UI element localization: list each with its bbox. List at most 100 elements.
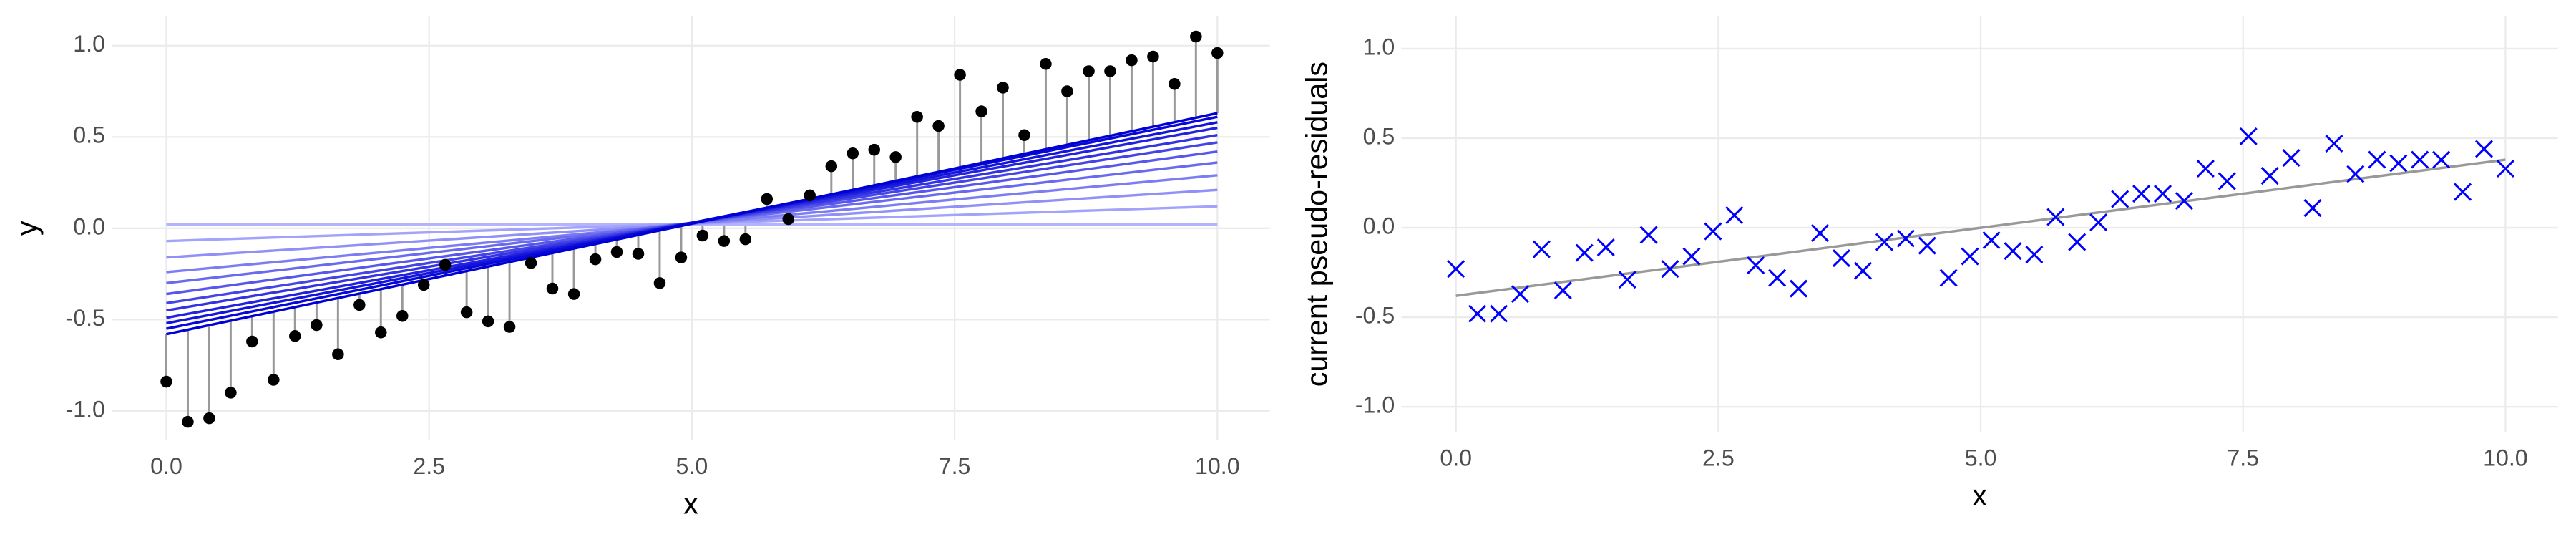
- point: [268, 374, 280, 386]
- x-tick-label: 0.0: [1440, 445, 1472, 471]
- point: [1126, 54, 1138, 67]
- point-marker: [1747, 256, 1765, 275]
- marker-stroke: [1918, 236, 1936, 255]
- marker-stroke: [1661, 260, 1679, 279]
- marker-stroke: [2282, 149, 2301, 168]
- point-marker: [2196, 160, 2215, 178]
- marker-stroke: [2411, 150, 2429, 169]
- point: [289, 330, 301, 342]
- marker-stroke: [1896, 229, 1915, 248]
- point: [739, 233, 752, 246]
- point-marker: [1682, 247, 1701, 266]
- point-marker: [1896, 229, 1915, 248]
- point-marker: [2260, 167, 2279, 185]
- marker-stroke: [1853, 261, 1873, 280]
- point: [889, 151, 902, 163]
- marker-stroke: [2368, 150, 2386, 169]
- point: [804, 189, 816, 202]
- point-marker: [1790, 279, 1808, 298]
- point: [567, 288, 580, 300]
- point-marker: [2474, 140, 2494, 158]
- point: [182, 415, 194, 428]
- point: [203, 412, 215, 425]
- marker-stroke: [2153, 185, 2172, 203]
- point: [460, 306, 473, 319]
- point: [417, 279, 430, 291]
- point-marker: [1725, 206, 1744, 225]
- point-marker: [2025, 246, 2044, 264]
- point: [1061, 85, 1073, 97]
- marker-stroke: [1511, 285, 1529, 304]
- point-marker: [2496, 160, 2514, 178]
- x-tick-label: 7.5: [2227, 445, 2259, 471]
- point-marker: [2432, 150, 2451, 169]
- point-marker: [2218, 172, 2236, 190]
- marker-stroke: [1489, 304, 1508, 323]
- point: [311, 319, 323, 332]
- point-marker: [2068, 233, 2087, 251]
- point-marker: [2004, 242, 2022, 261]
- y-axis-title: current pseudo-residuals: [1301, 62, 1334, 387]
- point: [718, 235, 731, 247]
- point-marker: [1768, 268, 1787, 287]
- marker-stroke: [2218, 172, 2236, 190]
- point: [503, 321, 516, 333]
- y-tick-label: -1.0: [66, 396, 105, 422]
- point: [353, 299, 366, 311]
- marker-stroke: [1790, 279, 1808, 298]
- marker-stroke: [1468, 304, 1487, 323]
- marker-stroke: [2132, 185, 2151, 203]
- marker-stroke: [2474, 140, 2494, 158]
- point: [160, 375, 172, 388]
- marker-stroke: [1704, 222, 1722, 241]
- x-tick-label: 5.0: [676, 453, 708, 479]
- point-marker: [2046, 208, 2065, 226]
- panel: -1.0 -0.5 0.0 0.5 1.0 0.0 2.5 5.0 7.5 10.0 x curren…: [1301, 16, 2558, 512]
- fit-line: [166, 112, 1218, 336]
- point-marker: [1832, 249, 1850, 268]
- x-axis-title: x: [683, 487, 698, 520]
- y-tick-label: 0.0: [1363, 213, 1395, 239]
- marker-stroke: [1982, 231, 2001, 250]
- point: [1018, 129, 1030, 141]
- point-marker: [2111, 190, 2129, 208]
- point-marker: [1596, 238, 1615, 257]
- marker-stroke: [2025, 246, 2044, 264]
- point: [782, 213, 795, 226]
- point: [911, 110, 923, 123]
- point: [868, 143, 881, 156]
- point: [375, 326, 387, 339]
- point-marker: [2389, 154, 2408, 173]
- y-tick-label: -1.0: [1355, 392, 1395, 418]
- marker-stroke: [1639, 226, 1658, 244]
- point-marker: [1961, 247, 1979, 266]
- point-marker: [1553, 281, 1572, 300]
- marker-stroke: [2111, 190, 2129, 208]
- fit-line: [1455, 158, 2506, 297]
- point-marker: [1810, 224, 1830, 243]
- point-marker: [1875, 233, 1893, 251]
- point-marker: [2411, 150, 2429, 169]
- marker-stroke: [1832, 249, 1850, 268]
- marker-stroke: [1575, 243, 1594, 262]
- point-marker: [2368, 150, 2386, 169]
- marker-stroke: [1725, 206, 1744, 225]
- point-marker: [2346, 165, 2365, 183]
- point-marker: [2089, 213, 2108, 232]
- marker-stroke: [1875, 233, 1893, 251]
- y-tick-label: 0.5: [73, 122, 105, 148]
- marker-stroke: [2432, 150, 2451, 169]
- point-marker: [1468, 304, 1487, 323]
- point: [1083, 65, 1095, 77]
- point-marker: [1489, 304, 1508, 323]
- marker-stroke: [1810, 224, 1830, 243]
- marker-stroke: [2196, 160, 2215, 178]
- point-marker: [1575, 243, 1594, 262]
- point: [1104, 65, 1116, 77]
- marker-stroke: [1747, 256, 1765, 275]
- point: [847, 147, 859, 160]
- point: [1147, 50, 1159, 63]
- point-marker: [2175, 192, 2193, 211]
- point: [589, 253, 602, 266]
